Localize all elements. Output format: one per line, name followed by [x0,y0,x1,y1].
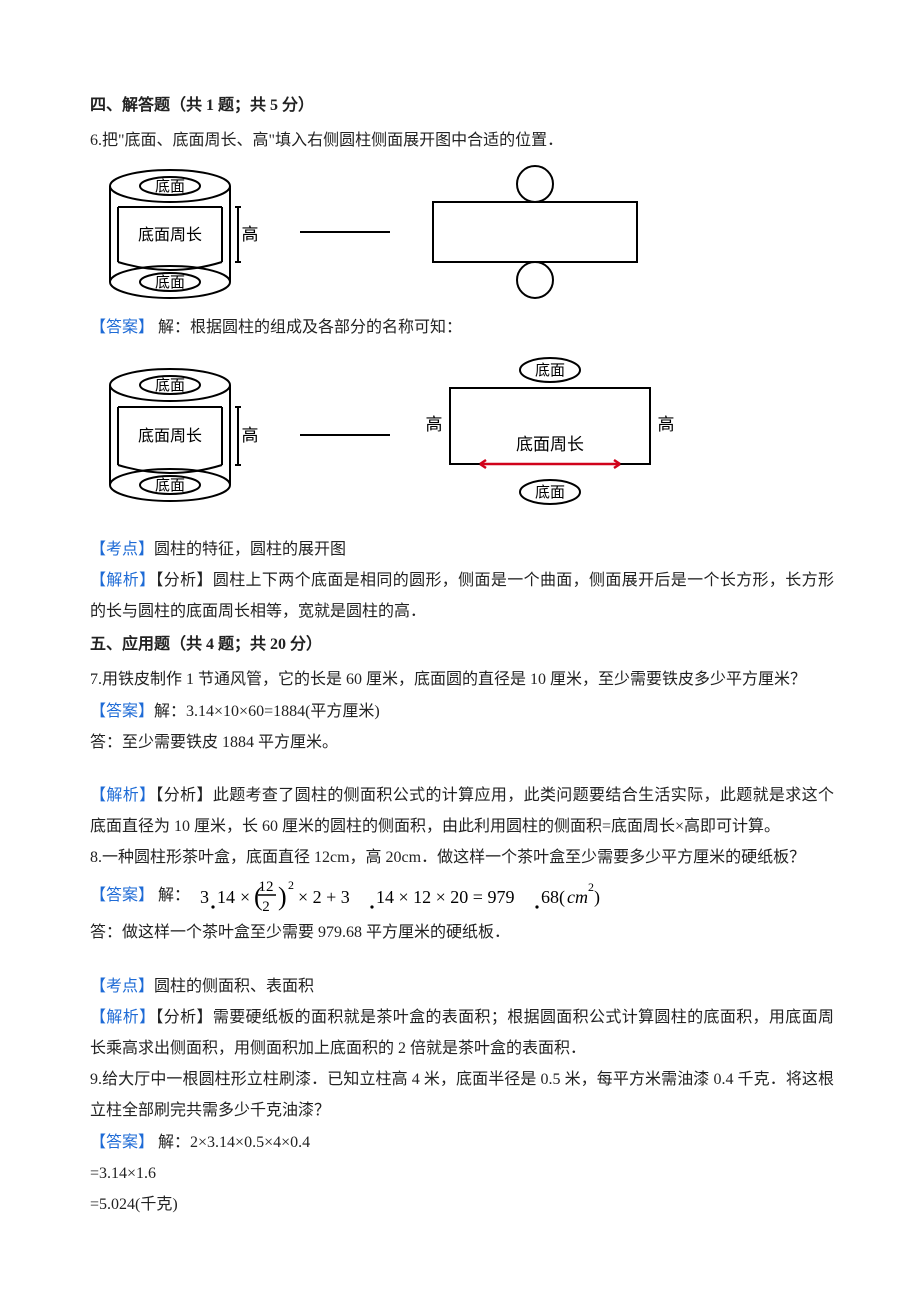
cylinder2-bottom-label: 底面 [155,477,185,494]
svg-text:): ) [278,882,287,911]
jiexi-label: 【解析】 [90,572,155,589]
q7-answer-label: 【答案】 [90,703,154,720]
cylinder-perimeter-label: 底面周长 [138,226,202,244]
net-height-left-label: 高 [426,415,443,434]
q7-answer-line: 【答案】解：3.14×10×60=1884(平方厘米) [90,696,834,727]
q8-kaodian: 【考点】圆柱的侧面积、表面积 [90,971,834,1002]
q8-kaodian-label: 【考点】 [90,978,154,995]
q6-answer-text: 解：根据圆柱的组成及各部分的名称可知： [154,319,462,336]
cylinder2-top-label: 底面 [155,377,185,394]
svg-text:14: 14 [217,887,235,907]
q6-kaodian: 【考点】圆柱的特征，圆柱的展开图 [90,534,834,565]
page: 四、解答题（共 1 题；共 5 分） 6.把"底面、底面周长、高"填入右侧圆柱侧… [0,0,920,1280]
q7-jiexi-text: 【分析】此题考查了圆柱的侧面积公式的计算应用，此类问题要结合生活实际，此题就是求… [90,787,834,835]
q8-jiexi-text: 【分析】需要硬纸板的面积就是茶叶盒的表面积；根据圆面积公式计算圆柱的底面积，用底… [90,1009,834,1057]
svg-text:× 2 + 3: × 2 + 3 [298,887,350,907]
q6-jiexi: 【解析】【分析】圆柱上下两个底面是相同的圆形，侧面是一个曲面，侧面展开后是一个长… [90,565,834,627]
q7-answer-final: 答：至少需要铁皮 1884 平方厘米。 [90,727,834,758]
q9-line2: =3.14×1.6 [90,1158,834,1189]
svg-text:12: 12 [259,879,274,895]
svg-text:): ) [594,887,600,908]
svg-text:2: 2 [288,878,294,892]
net-blank-icon [420,162,650,302]
q8-answer-final: 答：做这样一个茶叶盒至少需要 979.68 平方厘米的硬纸板． [90,917,834,948]
q6-kaodian-text: 圆柱的特征，圆柱的展开图 [154,541,346,558]
q9-line1: 解：2×3.14×0.5×4×0.4 [154,1134,310,1151]
q9-line3: =5.024(千克) [90,1189,834,1220]
q8-jiexi-label: 【解析】 [90,1009,155,1026]
q9-answer-line1: 【答案】 解：2×3.14×0.5×4×0.4 [90,1127,834,1158]
net-bottom-label: 底面 [535,484,565,501]
q8-prompt: 8.一种圆柱形茶叶盒，底面直径 12cm，高 20cm．做这样一个茶叶盒至少需要… [90,842,834,873]
svg-text:14 × 12 × 20 = 979: 14 × 12 × 20 = 979 [376,887,514,907]
q8-answer-prefix: 解： [154,887,190,904]
dash-line-icon-2 [300,430,390,440]
net-height-right-label: 高 [658,415,675,434]
net-filled-icon: 底面 高 高 底面周长 底面 [420,350,680,520]
q6-figure-unfilled: 底面 底面 底面周长 高 [90,162,834,302]
q8-answer-label: 【答案】 [90,887,154,904]
dash-line-icon [300,227,390,237]
q8-answer-line: 【答案】 解： 3 14 × ( 12 2 ) 2 × 2 + 3 14 × 1… [90,873,834,917]
q6-figure-filled: 底面 底面 底面周长 高 底面 高 高 [90,350,834,520]
svg-text:cm: cm [567,887,588,907]
svg-text:2: 2 [262,899,270,915]
q8-jiexi: 【解析】【分析】需要硬纸板的面积就是茶叶盒的表面积；根据圆面积公式计算圆柱的底面… [90,1002,834,1064]
cylinder-labeled-icon-2: 底面 底面 底面周长 高 [90,355,270,515]
q9-prompt: 9.给大厅中一根圆柱形立柱刷漆．已知立柱高 4 米，底面半径是 0.5 米，每平… [90,1064,834,1126]
cylinder2-perimeter-label: 底面周长 [138,427,202,445]
q6-jiexi-text: 【分析】圆柱上下两个底面是相同的圆形，侧面是一个曲面，侧面展开后是一个长方形，长… [90,572,834,620]
q8-kaodian-text: 圆柱的侧面积、表面积 [154,978,314,995]
net-top-label: 底面 [535,362,565,379]
q7-jiexi: 【解析】【分析】此题考查了圆柱的侧面积公式的计算应用，此类问题要结合生活实际，此… [90,780,834,842]
cylinder-labeled-icon: 底面 底面 底面周长 高 [90,162,270,302]
q6-prompt: 6.把"底面、底面周长、高"填入右侧圆柱侧面展开图中合适的位置． [90,125,834,156]
q7-answer-calc: 解：3.14×10×60=1884(平方厘米) [154,703,380,720]
section-4-heading: 四、解答题（共 1 题；共 5 分） [90,90,834,121]
answer-label: 【答案】 [90,319,154,336]
cylinder-top-label: 底面 [155,178,185,195]
q8-formula-icon: 3 14 × ( 12 2 ) 2 × 2 + 3 14 × 12 × 20 =… [200,873,600,917]
q9-answer-label: 【答案】 [90,1134,154,1151]
section-5-heading: 五、应用题（共 4 题；共 20 分） [90,629,834,660]
cylinder2-height-label: 高 [242,426,259,445]
q6-answer-line: 【答案】 解：根据圆柱的组成及各部分的名称可知： [90,312,834,343]
cylinder-bottom-label: 底面 [155,274,185,291]
q7-jiexi-label: 【解析】 [90,787,155,804]
kaodian-label: 【考点】 [90,541,154,558]
net-perimeter-label: 底面周长 [516,435,584,454]
q7-prompt: 7.用铁皮制作 1 节通风管，它的长是 60 厘米，底面圆的直径是 10 厘米，… [90,664,834,695]
cylinder-height-label: 高 [242,225,259,244]
svg-text:68(: 68( [541,887,565,908]
svg-text:3: 3 [200,887,209,907]
svg-text:×: × [240,887,250,907]
